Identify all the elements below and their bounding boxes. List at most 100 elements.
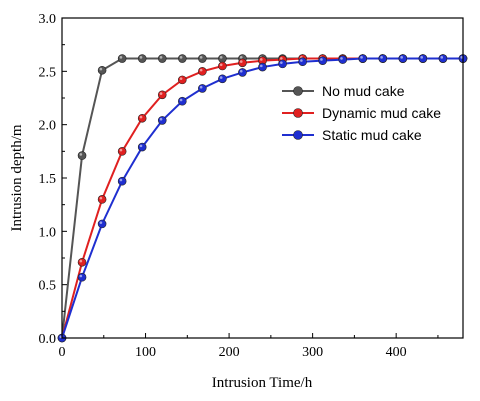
data-point-highlight bbox=[420, 56, 424, 59]
data-point-highlight bbox=[139, 144, 143, 148]
legend-item: Dynamic mud cake bbox=[282, 105, 441, 121]
data-point bbox=[157, 90, 167, 100]
y-axis-label: Intrusion depth/m bbox=[9, 124, 25, 231]
data-point bbox=[278, 59, 287, 69]
data-point bbox=[238, 58, 247, 68]
legend-label: Dynamic mud cake bbox=[322, 105, 441, 121]
data-point bbox=[97, 65, 107, 75]
x-tick-label: 0 bbox=[59, 345, 66, 360]
data-point bbox=[198, 84, 207, 93]
y-tick-label: 1.5 bbox=[39, 172, 57, 187]
data-point bbox=[157, 54, 167, 63]
legend-swatch-marker bbox=[293, 108, 303, 118]
data-point-highlight bbox=[199, 68, 203, 72]
x-tick-label: 300 bbox=[302, 345, 323, 360]
data-point bbox=[218, 74, 227, 84]
y-tick-label: 1.0 bbox=[39, 225, 57, 240]
data-point bbox=[97, 195, 107, 204]
data-point-highlight bbox=[440, 56, 444, 59]
data-point bbox=[117, 54, 127, 63]
y-tick-label: 2.0 bbox=[39, 119, 57, 134]
data-point bbox=[178, 75, 187, 85]
data-point-highlight bbox=[340, 57, 343, 60]
data-point bbox=[318, 56, 327, 65]
data-point bbox=[117, 176, 127, 186]
data-point-highlight bbox=[119, 148, 123, 152]
y-tick-label: 0.0 bbox=[39, 332, 57, 347]
data-point-highlight bbox=[159, 56, 163, 59]
data-point bbox=[298, 57, 307, 67]
data-point bbox=[137, 113, 147, 123]
data-point-highlight bbox=[199, 85, 203, 89]
data-point bbox=[157, 116, 167, 125]
series-0 bbox=[57, 54, 468, 343]
data-point-highlight bbox=[179, 98, 183, 102]
y-tick-label: 2.5 bbox=[39, 65, 57, 80]
legend-swatch-marker bbox=[293, 130, 303, 140]
series-line bbox=[61, 57, 463, 339]
data-point bbox=[418, 54, 428, 63]
data-point-highlight bbox=[179, 77, 183, 80]
data-point bbox=[77, 272, 87, 282]
series-line bbox=[61, 57, 463, 339]
data-point-highlight bbox=[219, 56, 223, 59]
data-point-highlight bbox=[159, 117, 163, 121]
data-point-highlight bbox=[239, 56, 243, 59]
series-layer bbox=[57, 54, 468, 343]
data-point-highlight bbox=[179, 56, 183, 59]
data-point-highlight bbox=[99, 196, 103, 200]
series-1 bbox=[57, 54, 468, 343]
legend-item: Static mud cake bbox=[282, 127, 422, 143]
data-point-highlight bbox=[219, 63, 223, 67]
data-point bbox=[258, 62, 267, 72]
data-point bbox=[358, 54, 368, 63]
data-point-highlight bbox=[320, 58, 323, 61]
data-point bbox=[77, 257, 87, 267]
data-point-highlight bbox=[400, 56, 403, 59]
y-tick-label: 0.5 bbox=[39, 279, 57, 294]
data-point-highlight bbox=[99, 221, 103, 224]
data-point-highlight bbox=[380, 56, 383, 59]
legend: No mud cake Dynamic mud cake Static mud ca… bbox=[282, 83, 441, 143]
data-point bbox=[198, 54, 207, 63]
data-point-highlight bbox=[260, 58, 263, 61]
data-point-highlight bbox=[239, 60, 243, 63]
data-point-highlight bbox=[99, 67, 103, 71]
data-point bbox=[137, 142, 147, 152]
legend-label: Static mud cake bbox=[322, 127, 422, 143]
data-point bbox=[198, 67, 207, 76]
x-tick-label: 200 bbox=[219, 345, 240, 360]
legend-label: No mud cake bbox=[322, 83, 405, 99]
data-point bbox=[117, 147, 127, 156]
data-point-highlight bbox=[159, 92, 163, 95]
ticks-layer: 0 100 200 300 400 0.0 0.5 1.0 1.5 2.0 2.5 3.0 bbox=[39, 12, 439, 360]
data-point bbox=[398, 54, 408, 63]
data-point-highlight bbox=[280, 61, 283, 64]
data-point-highlight bbox=[79, 259, 83, 263]
data-point bbox=[378, 54, 388, 63]
data-point-highlight bbox=[139, 56, 143, 59]
data-point bbox=[137, 54, 147, 63]
series-2 bbox=[57, 54, 468, 343]
legend-swatch-marker bbox=[293, 86, 303, 96]
legend-item: No mud cake bbox=[282, 83, 405, 99]
data-point-highlight bbox=[119, 178, 123, 182]
data-point bbox=[178, 54, 187, 63]
data-point bbox=[97, 219, 107, 229]
data-point-highlight bbox=[239, 69, 243, 73]
x-tick-label: 400 bbox=[386, 345, 407, 360]
data-point bbox=[438, 54, 448, 63]
x-tick-label: 100 bbox=[135, 345, 156, 360]
data-point-highlight bbox=[139, 115, 143, 119]
y-tick-label: 3.0 bbox=[39, 12, 57, 27]
data-point-highlight bbox=[79, 153, 83, 156]
data-point-highlight bbox=[260, 64, 263, 68]
data-point-highlight bbox=[219, 76, 223, 79]
data-point-highlight bbox=[199, 56, 203, 59]
data-point bbox=[77, 151, 87, 160]
data-point-highlight bbox=[360, 56, 363, 59]
data-point bbox=[218, 61, 227, 71]
data-point bbox=[178, 96, 187, 106]
data-point bbox=[338, 55, 348, 64]
